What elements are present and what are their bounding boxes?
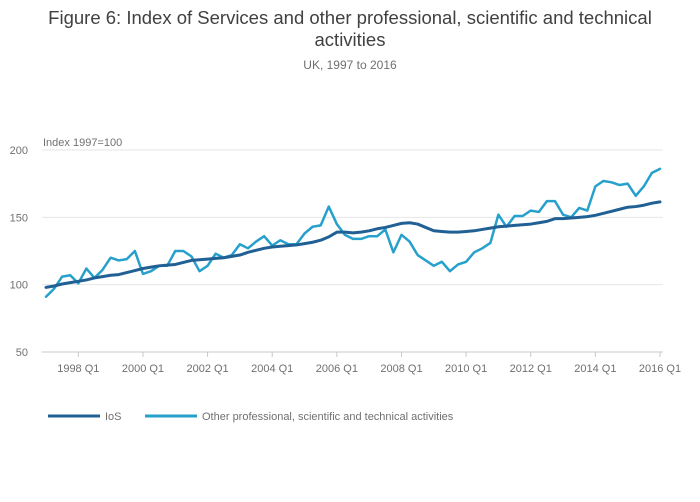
y-axis-unit-label: Index 1997=100 — [43, 137, 122, 149]
x-axis-ticks: 1998 Q1 2000 Q1 2002 Q1 2004 Q1 2006 Q1 2008 … — [57, 352, 681, 375]
chart-subtitle: UK, 1997 to 2016 — [303, 58, 397, 72]
x-tick-label: 2006 Q1 — [316, 363, 358, 375]
x-tick-label: 2004 Q1 — [251, 363, 293, 375]
legend: IoS Other professional, scientific and te… — [48, 411, 454, 423]
x-tick-label: 2002 Q1 — [186, 363, 228, 375]
y-tick-label: 100 — [10, 280, 28, 292]
x-tick-label: 2010 Q1 — [445, 363, 487, 375]
y-tick-label: 150 — [10, 212, 28, 224]
y-tick-label: 200 — [10, 145, 28, 157]
x-tick-label: 2016 Q1 — [639, 363, 681, 375]
y-tick-label: 50 — [16, 347, 28, 359]
x-tick-label: 2000 Q1 — [122, 363, 164, 375]
series-line-ios — [44, 200, 662, 289]
chart-title: Figure 6: Index of Services and other pr… — [48, 7, 652, 50]
legend-label: Other professional, scientific and techn… — [202, 411, 454, 423]
x-tick-label: 1998 Q1 — [57, 363, 99, 375]
series-line-professional-activities — [44, 167, 662, 299]
legend-label: IoS — [105, 411, 122, 423]
x-tick-label: 2008 Q1 — [380, 363, 422, 375]
x-tick-label: 2014 Q1 — [574, 363, 616, 375]
y-axis-ticks: 50 100 150 200 — [10, 145, 28, 359]
x-tick-label: 2012 Q1 — [510, 363, 552, 375]
series-lines — [44, 167, 662, 299]
